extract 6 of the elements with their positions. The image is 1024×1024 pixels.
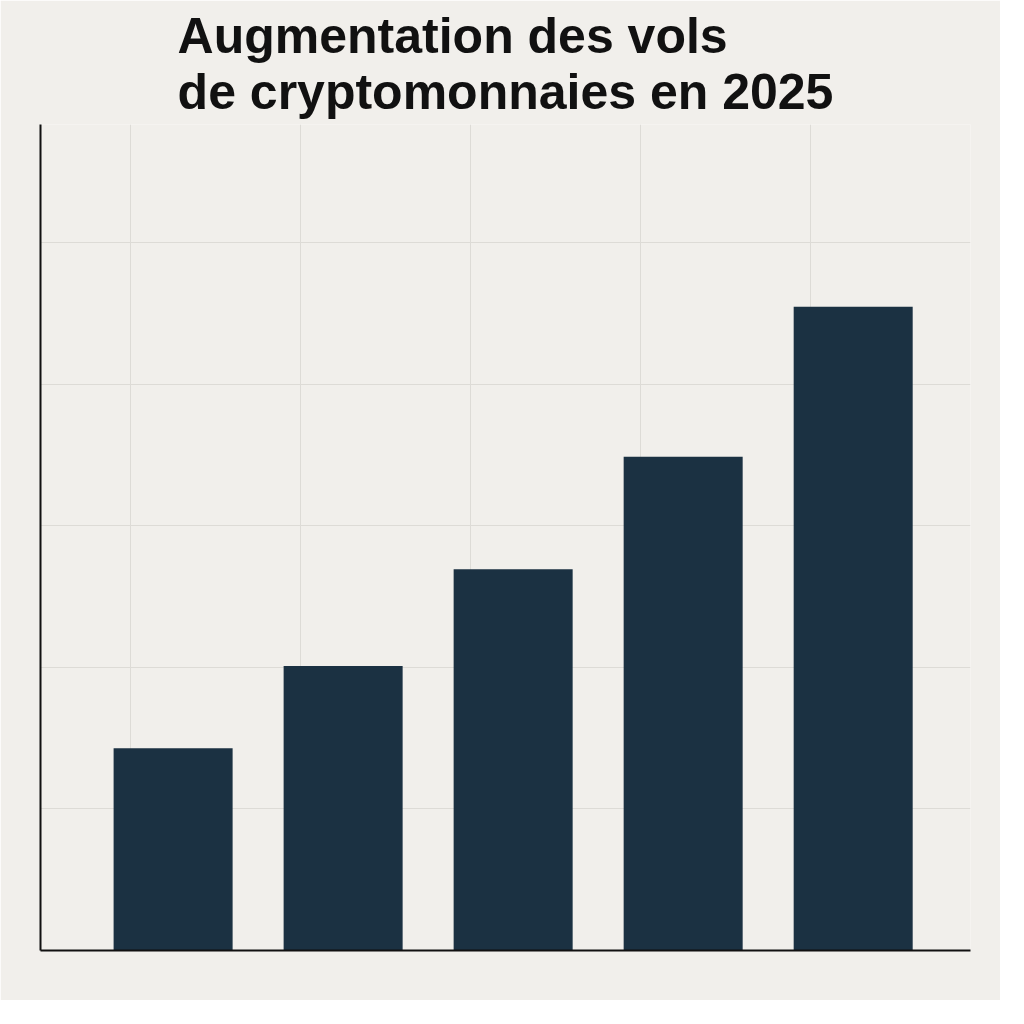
bar bbox=[283, 665, 403, 951]
chart-title: Augmentation des vols de cryptomonnaies en 2025 bbox=[177, 7, 834, 120]
bar bbox=[113, 748, 233, 951]
bar bbox=[793, 306, 913, 951]
bar bbox=[623, 456, 743, 951]
bar bbox=[453, 569, 573, 951]
